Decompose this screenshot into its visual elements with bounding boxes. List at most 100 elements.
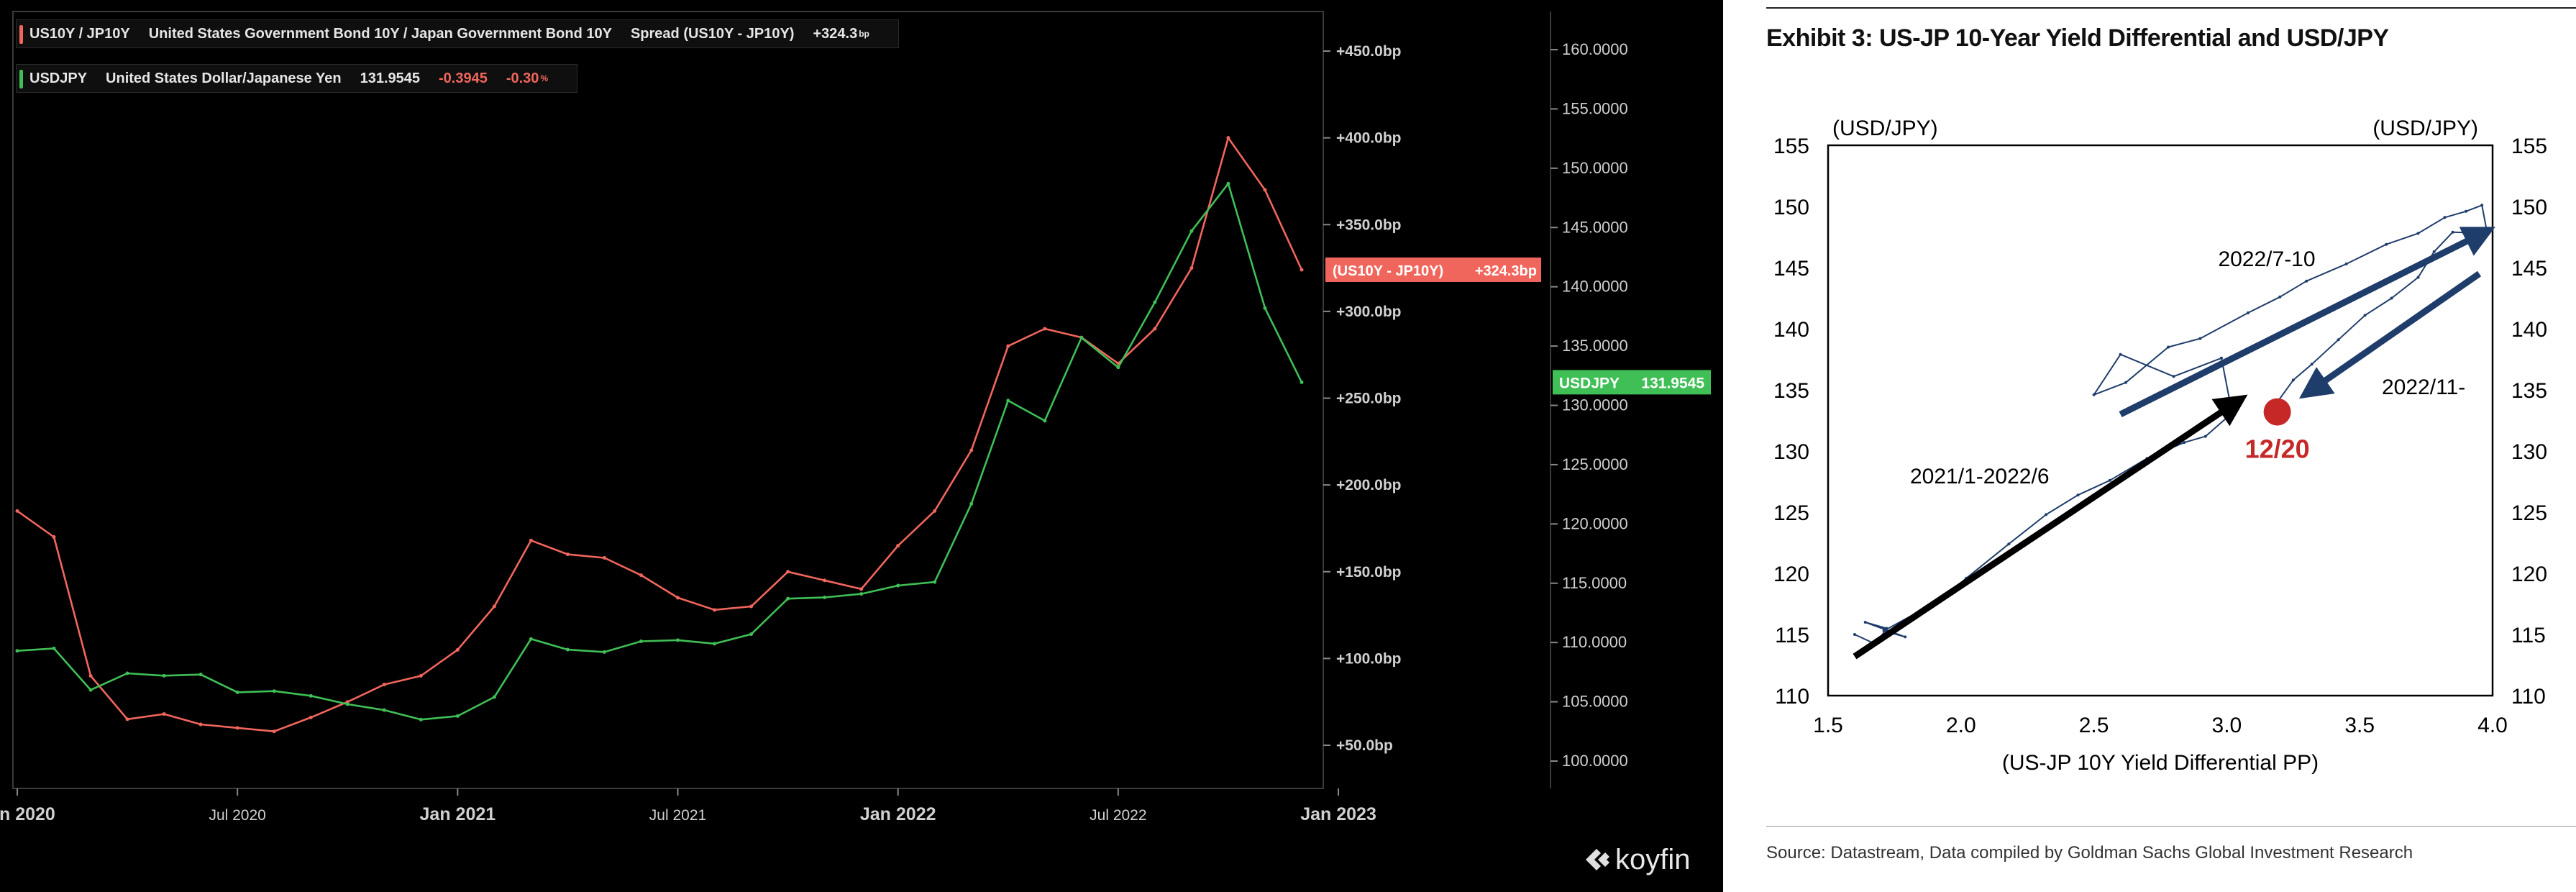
spread-series-line	[17, 137, 1303, 732]
fx-axis-tick-label: 105.0000	[1562, 693, 1628, 711]
legend-spread-unit: bp	[859, 29, 869, 39]
spread-series-line-point	[602, 555, 606, 560]
spread-series-line-point	[1300, 268, 1304, 272]
scatter-point	[2451, 230, 2454, 234]
scatter-point	[2344, 262, 2348, 265]
usdjpy-series-line-point	[15, 649, 19, 653]
y-tick-left: 115	[1775, 624, 1809, 647]
x-tick-label: 4.0	[2477, 714, 2508, 737]
fx-axis-tick-label: 100.0000	[1562, 752, 1628, 770]
usdjpy-last-value-badge	[1553, 370, 1711, 395]
usdjpy-series-line-point	[639, 640, 643, 644]
legend-usdjpy-change: -0.3945	[439, 70, 488, 86]
usdjpy-series-line-point	[713, 642, 717, 646]
spread-axis-tick-label: +400.0bp	[1336, 130, 1401, 147]
scatter-point	[1853, 633, 1856, 636]
x-axis-label: (US-JP 10Y Yield Differential PP)	[2002, 751, 2319, 775]
legend-usdjpy-symbol: USDJPY	[29, 70, 88, 86]
spread-series-line-point	[565, 552, 570, 557]
usdjpy-series-line-point	[749, 632, 754, 637]
fx-axis-tick-label: 155.0000	[1562, 99, 1628, 117]
y-tick-left: 145	[1773, 257, 1809, 281]
usdjpy-series-line-point	[52, 646, 56, 650]
spread-series-line-point	[162, 712, 166, 716]
spread-axis-tick-label: +150.0bp	[1336, 564, 1401, 581]
spread-series-line-point	[639, 573, 643, 578]
scatter-point	[1863, 621, 1867, 624]
fx-axis-tick-label: 120.0000	[1562, 514, 1628, 532]
fx-axis-tick-label: 150.0000	[1562, 159, 1628, 177]
usdjpy-series-line-point	[1153, 300, 1157, 304]
usdjpy-badge-value: 131.9545	[1641, 375, 1704, 391]
fx-axis-tick-label: 160.0000	[1562, 40, 1628, 58]
scatter-point	[2076, 493, 2080, 497]
scatter-point	[2416, 232, 2420, 235]
usdjpy-series-line-point	[1006, 399, 1010, 403]
spread-series-line-point	[1153, 327, 1157, 331]
scatter-point	[2108, 478, 2111, 482]
fx-axis-tick-label: 140.0000	[1562, 278, 1628, 296]
spread-series-line-point	[52, 535, 56, 539]
x-axis-tick-label: Jan 2021	[420, 804, 496, 824]
y-tick-right: 150	[2511, 196, 2547, 219]
scatter-point	[1904, 635, 1907, 639]
usdjpy-series-line-point	[492, 695, 496, 699]
koyfin-logo-icon	[1586, 849, 1609, 870]
usdjpy-series-line-point	[1189, 229, 1194, 233]
spread-series-line-point	[272, 729, 276, 734]
y-tick-left: 135	[1773, 379, 1809, 403]
spread-axis-tick-label: +350.0bp	[1336, 217, 1401, 233]
usdjpy-series-line-point	[1263, 306, 1267, 310]
scatter-point	[2119, 352, 2122, 356]
spread-series-line-point	[786, 570, 790, 574]
scatter-point	[2203, 434, 2207, 438]
spread-axis-tick-label: +50.0bp	[1336, 737, 1393, 754]
legend-spread[interactable]: US10Y / JP10Y United States Government B…	[16, 19, 899, 48]
spread-axis-tick-label: +300.0bp	[1336, 304, 1401, 320]
scatter-point	[2432, 250, 2436, 253]
x-axis-tick-label: Jul 2021	[649, 807, 706, 824]
fx-axis-tick-label: 145.0000	[1562, 218, 1628, 236]
scatter-plot-frame	[1827, 144, 2494, 697]
legend-usdjpy-name: United States Dollar/Japanese Yen	[106, 70, 342, 86]
y-tick-right: 120	[2511, 563, 2547, 586]
legend-usdjpy-change-pct: -0.30	[506, 70, 539, 86]
scatter-point	[2092, 393, 2096, 396]
scatter-point	[2198, 337, 2202, 340]
spread-series-line-point	[88, 674, 93, 678]
spread-last-value-badge	[1325, 257, 1541, 282]
usdjpy-series-line-point	[382, 708, 386, 712]
trend-arrow-label: 2022/11-	[2382, 376, 2465, 399]
y-tick-left: 155	[1773, 135, 1809, 158]
fx-axis-tick-label: 135.0000	[1562, 337, 1628, 355]
usdjpy-series-line-point	[1079, 336, 1084, 340]
y-tick-right: 115	[2511, 624, 2546, 647]
fx-axis-tick-label: 115.0000	[1562, 574, 1627, 592]
usdjpy-series-line-point	[309, 693, 313, 698]
spread-axis-tick-label: +250.0bp	[1336, 391, 1401, 407]
scatter-point	[2385, 242, 2388, 246]
trend-arrow	[2119, 227, 2495, 418]
y-tick-right: 110	[2511, 685, 2546, 709]
legend-spread-symbol: US10Y / JP10Y	[29, 25, 130, 42]
scatter-chart-svg: 155 155 150 150 145 145 140 140 135 135 130 130 125 1…	[1773, 117, 2547, 775]
fx-axis-tick-label: 130.0000	[1562, 396, 1628, 414]
spread-series-line-point	[455, 647, 460, 652]
usdjpy-series-line-point	[235, 690, 239, 694]
x-tick-label: 1.5	[1813, 714, 1843, 737]
spread-series-line-point	[933, 509, 937, 513]
usdjpy-series-line-point	[1226, 181, 1230, 186]
spread-axis-tick-label: +200.0bp	[1336, 477, 1401, 493]
x-tick-label: 3.0	[2212, 714, 2242, 737]
usdjpy-badge-label: USDJPY	[1559, 375, 1620, 391]
source-note: Source: Datastream, Data compiled by Gol…	[1766, 843, 2413, 863]
usdjpy-series-line-point	[786, 596, 790, 601]
usdjpy-series-line-point	[896, 583, 900, 588]
usdjpy-series-line-point	[529, 637, 533, 641]
scatter-point	[2443, 216, 2447, 219]
scatter-point	[2278, 295, 2282, 299]
legend-usdjpy[interactable]: USDJPY United States Dollar/Japanese Yen…	[16, 64, 578, 93]
spread-series-line-point	[235, 726, 239, 730]
y-tick-right: 140	[2511, 318, 2547, 342]
scatter-point	[2363, 314, 2367, 317]
